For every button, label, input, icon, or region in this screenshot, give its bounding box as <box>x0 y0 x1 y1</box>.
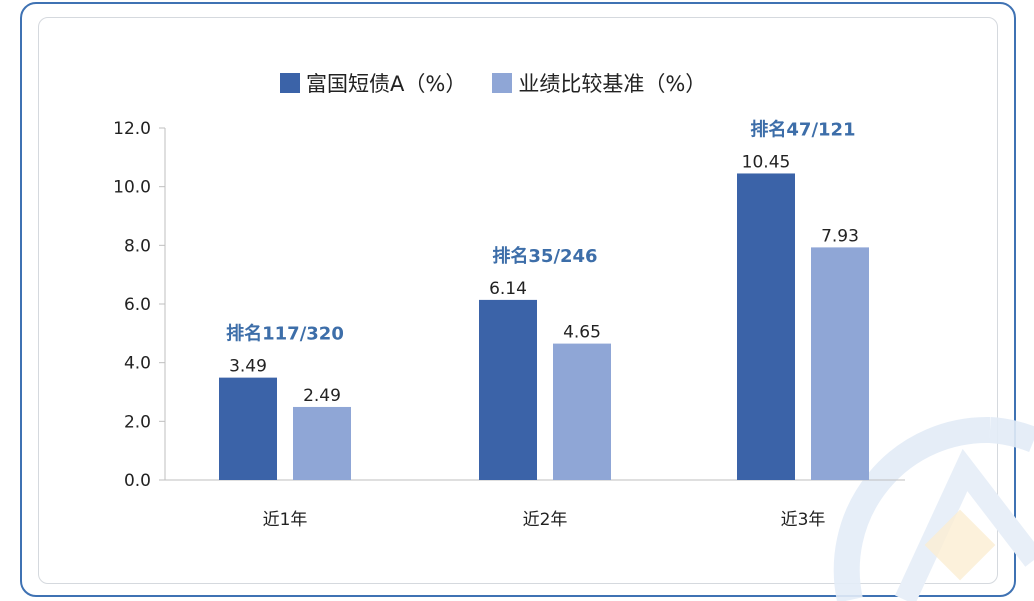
y-tick-label: 10.0 <box>113 178 151 198</box>
ranking-annotation: 排名117/320 <box>226 323 344 345</box>
ranking-annotation: 排名47/121 <box>750 118 855 140</box>
legend-item-series-1: 富国短债A（%） <box>280 68 466 98</box>
y-tick-label: 8.0 <box>124 236 151 256</box>
chart-panel <box>38 17 998 584</box>
ranking-annotation: 排名35/246 <box>492 245 597 267</box>
data-label: 6.14 <box>489 279 527 299</box>
legend-item-series-2: 业绩比较基准（%） <box>492 68 706 98</box>
bar-2-2 <box>553 343 611 480</box>
y-tick-label: 2.0 <box>124 412 151 432</box>
data-label: 7.93 <box>821 226 859 246</box>
bar-1-1 <box>219 377 277 480</box>
legend-swatch-series-2 <box>492 73 513 93</box>
data-label: 2.49 <box>303 386 341 406</box>
x-tick-label: 近2年 <box>523 510 568 530</box>
legend: 富国短债A（%） 业绩比较基准（%） <box>280 68 732 98</box>
legend-label-series-1: 富国短债A（%） <box>306 72 467 96</box>
y-tick-label: 12.0 <box>113 119 151 139</box>
data-label: 10.45 <box>742 152 791 172</box>
data-label: 4.65 <box>563 323 601 343</box>
y-tick-label: 4.0 <box>124 354 151 374</box>
legend-swatch-series-1 <box>280 73 300 93</box>
y-tick-label: 0.0 <box>124 471 151 491</box>
y-tick-label: 6.0 <box>124 295 151 315</box>
bar-1-3 <box>737 173 795 480</box>
legend-label-series-2: 业绩比较基准（%） <box>518 72 707 96</box>
x-tick-label: 近3年 <box>781 510 826 530</box>
bar-2-1 <box>293 406 351 480</box>
outer-frame <box>20 2 1016 597</box>
data-label: 3.49 <box>229 357 267 377</box>
x-tick-label: 近1年 <box>263 510 308 530</box>
bar-1-2 <box>479 299 537 480</box>
bar-2-3 <box>811 247 869 480</box>
